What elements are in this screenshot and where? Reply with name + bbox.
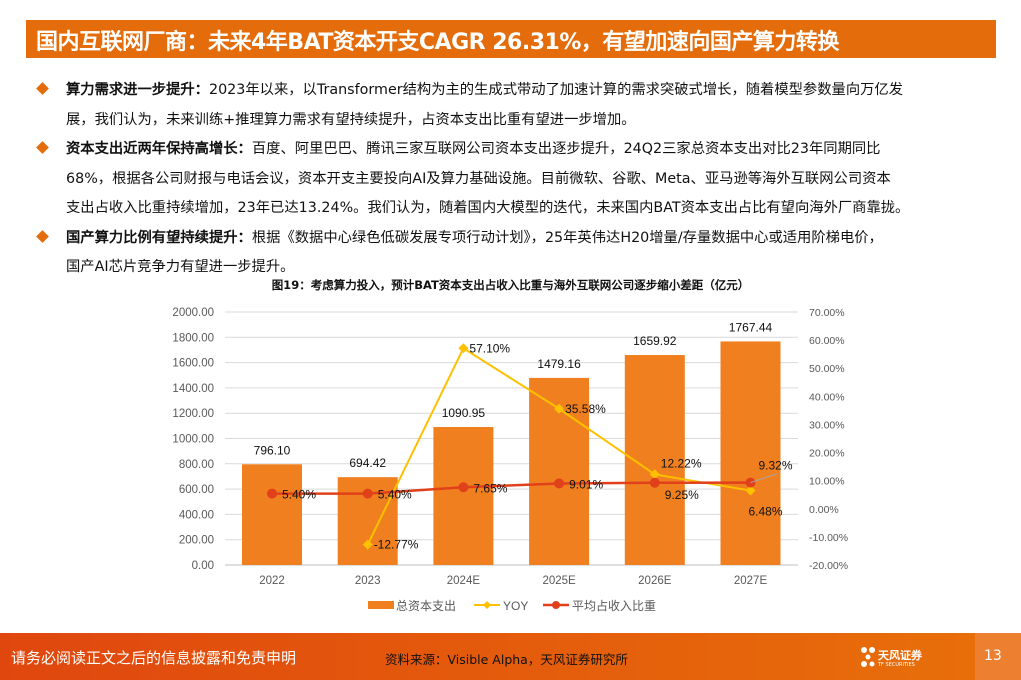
bar bbox=[433, 426, 494, 565]
right-axis-tick-label: 40.00% bbox=[809, 391, 845, 403]
bullet-text: 根据《数据中心绿色低碳发展专项行动计划》，25年英伟达H20增量/存量数据中心或… bbox=[251, 229, 883, 246]
bullet-label: 算力需求进一步提升： bbox=[66, 82, 209, 98]
bar bbox=[720, 341, 781, 565]
left-axis-tick-label: 1600.00 bbox=[172, 358, 214, 370]
left-axis-tick-label: 600.00 bbox=[179, 484, 214, 496]
page-number-box bbox=[975, 633, 1021, 680]
bullet-list: 算力需求进一步提升：2023年以来，以Transformer结构为主的生成式带动… bbox=[34, 76, 1004, 283]
ratio-marker bbox=[554, 478, 565, 489]
right-axis-tick-label: 70.00% bbox=[809, 307, 845, 319]
bullet-capex-growth: 资本支出近两年保持高增长：百度、阿里巴巴、腾讯三家互联网公司资本支出逐步提升，2… bbox=[34, 135, 1004, 224]
left-axis-tick-label: 1000.00 bbox=[172, 434, 214, 446]
bullet-domestic-compute: 国产算力比例有望持续提升：根据《数据中心绿色低碳发展专项行动计划》，25年英伟达… bbox=[34, 224, 1004, 283]
x-axis-tick-label: 2024E bbox=[447, 575, 481, 587]
x-axis-tick-label: 2027E bbox=[734, 575, 768, 587]
x-axis-tick-label: 2025E bbox=[542, 575, 576, 587]
legend-marker-ratio bbox=[552, 601, 560, 609]
header-bar: 国内互联网厂商：未来4年BAT资本开支CAGR 26.31%，有望加速向国产算力… bbox=[26, 20, 996, 58]
legend-label-yoy: YOY bbox=[503, 599, 528, 613]
ratio-marker bbox=[267, 488, 277, 499]
left-axis-tick-label: 800.00 bbox=[179, 459, 214, 471]
legend-label-capex: 总资本支出 bbox=[396, 599, 456, 613]
leader-line bbox=[750, 473, 778, 484]
yoy-marker bbox=[745, 485, 756, 496]
x-axis-tick-label: 2022 bbox=[259, 575, 285, 587]
ratio-data-label: 7.65% bbox=[473, 481, 507, 495]
ratio-marker bbox=[362, 488, 373, 499]
source-text: 资料来源：Visible Alpha，天风证券研究所 bbox=[385, 652, 628, 667]
yoy-data-label: 57.10% bbox=[469, 341, 510, 355]
left-axis-tick-label: 0.00 bbox=[192, 560, 214, 572]
bar-data-label: 1090.95 bbox=[442, 406, 486, 420]
bullet-text: 支出占收入比重持续增加，23年已达13.24%。我们认为，随着国内大模型的迭代，… bbox=[66, 200, 910, 216]
bullet-label: 资本支出近两年保持高增长： bbox=[66, 141, 252, 157]
yoy-data-label: 6.48% bbox=[749, 505, 783, 519]
ratio-marker bbox=[458, 482, 469, 493]
bar-data-label: 1479.16 bbox=[537, 357, 581, 371]
yoy-data-label: 12.22% bbox=[661, 456, 702, 470]
bullet-text: 国产AI芯片竞争力有望进一步提升。 bbox=[66, 259, 295, 275]
left-axis-tick-label: 1800.00 bbox=[172, 332, 214, 344]
right-axis-tick-label: -10.00% bbox=[809, 532, 848, 544]
left-axis-tick-label: 1200.00 bbox=[172, 408, 214, 420]
right-axis-tick-label: 20.00% bbox=[809, 448, 845, 460]
ratio-line bbox=[272, 481, 751, 495]
disclaimer-text: 请务必阅读正文之后的信息披露和免责申明 bbox=[11, 649, 297, 667]
bullet-text: 2023年以来，以Transformer结构为主的生成式带动了加速计算的需求突破… bbox=[208, 82, 904, 98]
right-axis-tick-label: 0.00% bbox=[809, 504, 839, 516]
ratio-marker bbox=[649, 477, 660, 488]
legend-marker-yoy bbox=[483, 601, 491, 609]
yoy-data-label: -12.77% bbox=[374, 538, 419, 552]
ratio-data-label: 9.25% bbox=[665, 488, 699, 502]
ratio-data-label: 5.40% bbox=[282, 488, 316, 502]
yoy-marker bbox=[649, 469, 660, 480]
bar-data-label: 796.10 bbox=[254, 443, 291, 457]
right-axis-tick-label: 30.00% bbox=[809, 419, 845, 431]
footer: 请务必阅读正文之后的信息披露和免责申明 资料来源：Visible Alpha，天… bbox=[0, 633, 1021, 680]
bullet-text: 百度、阿里巴巴、腾讯三家互联网公司资本支出逐步提升，24Q2三家总资本支出对比2… bbox=[251, 141, 881, 157]
yoy-marker bbox=[458, 343, 469, 354]
x-axis-tick-label: 2026E bbox=[638, 575, 672, 587]
bar-data-label: 694.42 bbox=[349, 456, 386, 470]
page-number: 13 bbox=[984, 648, 1002, 664]
page-title: 国内互联网厂商：未来4年BAT资本开支CAGR 26.31%，有望加速向国产算力… bbox=[36, 30, 839, 55]
bar-data-label: 1767.44 bbox=[729, 320, 773, 334]
bullet-text: 展，我们认为，未来训练+推理算力需求有望持续提升，占资本支出比重有望进一步增加。 bbox=[66, 111, 636, 128]
left-axis-tick-label: 2000.00 bbox=[172, 307, 214, 319]
yoy-marker bbox=[362, 539, 373, 550]
left-axis-tick-label: 400.00 bbox=[179, 509, 214, 521]
bar-data-label: 1659.92 bbox=[633, 334, 677, 348]
company-logo: 天风证券 TF SECURITIES bbox=[860, 645, 940, 671]
yoy-marker bbox=[554, 403, 565, 414]
yoy-data-label: 35.58% bbox=[565, 402, 606, 416]
logo-subtext: TF SECURITIES bbox=[878, 662, 915, 668]
bullet-text: 68%，根据各公司财报与电话会议，资本开支主要投向AI及算力基础设施。目前微软、… bbox=[66, 170, 891, 187]
left-axis-tick-label: 1400.00 bbox=[172, 383, 214, 395]
right-axis-tick-label: -20.00% bbox=[809, 560, 848, 572]
legend-label-ratio: 平均占收入比重 bbox=[572, 598, 656, 613]
ratio-data-label: 5.40% bbox=[378, 488, 412, 502]
ratio-data-label: 9.32% bbox=[759, 459, 793, 473]
right-axis-tick-label: 50.00% bbox=[809, 363, 845, 375]
legend-swatch-capex bbox=[368, 601, 394, 609]
combo-chart: 0.00 200.00 400.00 600.00 800.00 1000.00 1200.… bbox=[172, 307, 848, 613]
left-axis-tick-label: 200.00 bbox=[179, 535, 214, 547]
right-axis-tick-label: 60.00% bbox=[809, 335, 845, 347]
logo-flower-icon bbox=[861, 647, 875, 667]
right-axis-tick-label: 10.00% bbox=[809, 476, 845, 488]
bullet-label: 国产算力比例有望持续提升： bbox=[66, 229, 252, 246]
ratio-data-label: 9.01% bbox=[569, 477, 603, 491]
bar bbox=[242, 464, 302, 565]
x-axis-tick-label: 2023 bbox=[355, 575, 381, 587]
logo-text: 天风证券 bbox=[878, 649, 922, 662]
bullet-compute-demand: 算力需求进一步提升：2023年以来，以Transformer结构为主的生成式带动… bbox=[34, 76, 1004, 135]
chart-title: 图19：考虑算力投入，预计BAT资本支出占收入比重与海外互联网公司逐步缩小差距（… bbox=[271, 278, 750, 292]
